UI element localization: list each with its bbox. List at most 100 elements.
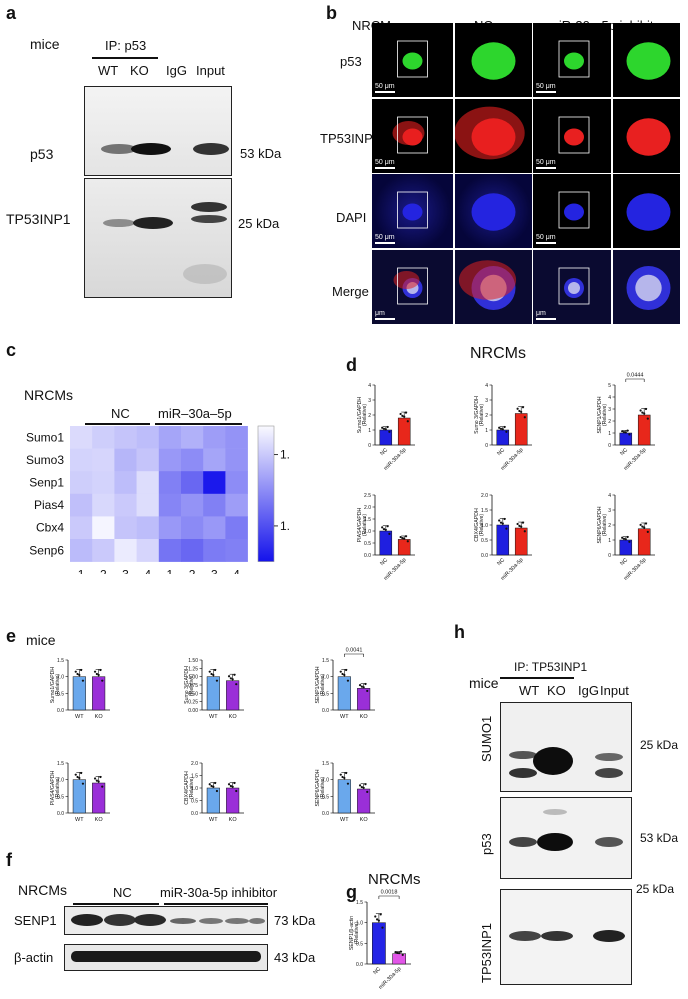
cell-signal <box>564 203 584 221</box>
data-point <box>343 673 346 677</box>
panel-label-f: f <box>6 850 12 870</box>
scale-bar <box>375 242 395 244</box>
heatmap-cell <box>203 539 226 562</box>
western-blot-sumo1 <box>500 702 632 792</box>
cell-signal <box>455 106 525 160</box>
heatmap-row-label: Sumo3 <box>26 453 64 467</box>
data-point <box>521 406 525 409</box>
data-point <box>233 781 236 785</box>
heatmap-cell <box>158 539 182 562</box>
zoom-box <box>397 116 428 154</box>
heatmap-cell <box>225 471 248 495</box>
condition-label: miR–30a–5p <box>158 406 232 421</box>
micrograph-tile: 50 μm <box>533 174 611 248</box>
data-point <box>394 951 397 954</box>
heatmap-row-label: Senp6 <box>29 543 64 557</box>
data-point <box>235 789 238 793</box>
scale-bar <box>536 91 556 93</box>
y-axis-label: (Relative) <box>362 404 368 426</box>
bar-chart: 0.0 0.5 1.0 1.5 WT KO PIAS4/GAPDH (Relative) <box>50 761 110 823</box>
heatmap-cell <box>181 471 204 495</box>
data-point <box>643 526 646 529</box>
data-point <box>95 672 98 676</box>
heatmap-cell <box>158 448 182 472</box>
condition-bar <box>155 423 242 425</box>
zoom-box <box>558 267 590 305</box>
y-tick-label: 4 <box>608 493 611 499</box>
y-tick-label: 0 <box>368 443 371 449</box>
data-point <box>78 776 81 780</box>
lane-label: WT <box>519 683 540 698</box>
ip-label: IP: p53 <box>105 38 147 53</box>
heatmap-col-label: 3 <box>122 568 129 574</box>
western-blot-senp1 <box>64 906 268 935</box>
data-point <box>628 433 631 436</box>
x-tick-label: KO <box>95 714 104 720</box>
scale-bar-label: μm <box>375 310 385 317</box>
condition-bar <box>164 903 268 905</box>
micrograph-tile: 50 μm <box>372 23 453 97</box>
data-point <box>341 672 344 676</box>
channel-label: Merge <box>332 284 369 299</box>
y-tick-label: 3 <box>485 398 488 404</box>
data-point <box>93 670 97 673</box>
data-point <box>401 953 404 957</box>
data-point <box>499 521 503 524</box>
y-tick-label: 2.5 <box>364 493 371 499</box>
x-tick-label: NC <box>372 966 382 976</box>
heatmap-cell <box>203 426 226 449</box>
data-point <box>215 679 219 682</box>
data-point <box>362 686 365 689</box>
data-point <box>646 530 649 533</box>
heatmap-cell <box>158 471 182 495</box>
blot-bands <box>103 202 227 284</box>
heatmap-cell <box>136 493 160 517</box>
heatmap-row-label: Senp1 <box>29 476 64 490</box>
data-point <box>641 525 644 528</box>
heatmap-cell <box>114 539 137 562</box>
data-point <box>231 678 234 681</box>
channel-label: p53 <box>340 54 362 69</box>
cell-signal <box>558 267 590 305</box>
data-point <box>74 773 77 776</box>
y-tick-label: 0.0 <box>481 553 488 559</box>
heatmap-cell <box>92 516 115 540</box>
y-axis-label: (Relative) <box>55 674 61 696</box>
cell-signal <box>626 193 671 231</box>
data-point <box>386 425 389 429</box>
data-point <box>231 785 234 788</box>
x-tick-label: WT <box>75 714 84 720</box>
condition-label: miR-30a-5p inhibitor <box>160 885 278 900</box>
y-axis-label: (Relative) <box>354 922 360 944</box>
y-tick-label: 4 <box>485 383 488 389</box>
cell-signal <box>564 52 584 70</box>
tp53inp1-signal <box>455 106 525 160</box>
data-point <box>503 425 506 429</box>
kda-label: 25 kDa <box>636 882 675 896</box>
heatmap-col-label: 2 <box>189 568 196 574</box>
cell-signal <box>397 40 428 78</box>
y-axis-label: Sumo1/GAPDH <box>50 667 56 704</box>
scale-bar <box>536 242 556 244</box>
data-point <box>505 527 508 530</box>
data-point <box>214 668 217 672</box>
scale-bar-label: 50 μm <box>536 159 556 166</box>
scale-bar-label: 50 μm <box>536 234 556 241</box>
ip-underline <box>92 57 158 59</box>
y-axis-label: SENP1/GAPDH <box>597 396 603 433</box>
p-value: 0.0041 <box>346 648 363 654</box>
y-axis-label: SENP1/GAPDH <box>315 666 321 703</box>
cell-signal <box>558 40 590 78</box>
heatmap-cell <box>225 448 248 472</box>
data-point <box>381 426 384 429</box>
micrograph-tile <box>613 23 680 97</box>
tp53inp1-signal <box>393 271 420 289</box>
y-tick-label: 1.5 <box>364 517 371 523</box>
x-tick-label: WT <box>75 817 84 823</box>
y-tick-label: 0.5 <box>191 799 198 805</box>
data-point <box>388 430 391 433</box>
data-point <box>520 525 523 528</box>
